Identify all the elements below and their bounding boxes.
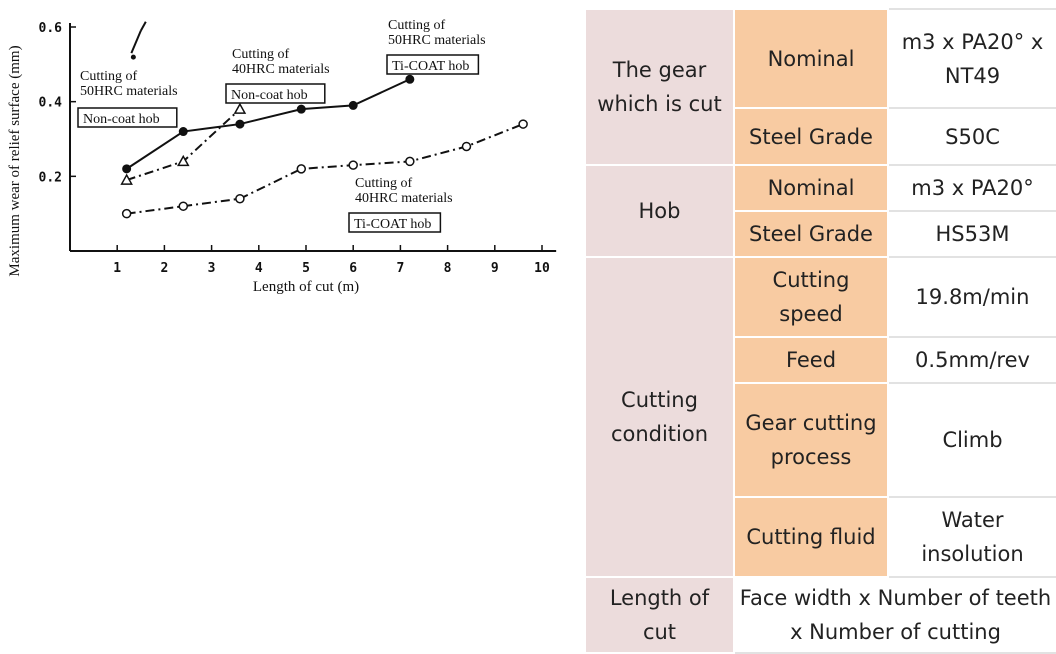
- data-point: [130, 54, 136, 60]
- series-line: [126, 123, 524, 215]
- annotation-box: [348, 212, 442, 233]
- table-row: Cutting condition Cutting speed 19.8m/mi…: [584, 256, 1056, 578]
- series-line: [126, 78, 411, 170]
- annotation-box-label: Ti-COAT hob: [354, 217, 431, 232]
- series-annotation: Cutting of: [80, 69, 138, 84]
- data-point: [296, 164, 307, 174]
- data-point: [178, 127, 188, 137]
- process-label: Gear cutting process: [733, 382, 889, 498]
- feed-value: 0.5mm/rev: [887, 336, 1056, 384]
- cutting-header: Cutting condition: [584, 256, 735, 578]
- data-point: [120, 173, 133, 185]
- data-point: [461, 141, 472, 152]
- data-point: [233, 102, 247, 114]
- length-value: Face width x Number of teeth x Number of…: [733, 576, 1056, 654]
- series-annotation: Cutting of: [355, 176, 413, 191]
- series-annotation: Cutting of: [388, 18, 446, 33]
- gear-header: The gear which is cut: [584, 8, 735, 166]
- table-row: Steel Grade HS53M: [585, 210, 1056, 258]
- x-axis-title: Length of cut (m): [253, 279, 359, 295]
- table-row: Steel Grade S50C: [585, 107, 1056, 166]
- annotation-box: [386, 54, 480, 75]
- series-annotation: 50HRC materials: [388, 33, 486, 48]
- table-row: The gear which is cut Nominal m3 x PA20°…: [584, 7, 1056, 166]
- annotation-box: [225, 83, 326, 104]
- data-point: [122, 164, 132, 174]
- x-tick-label: 3: [208, 261, 216, 276]
- series-line-extension: [139, 21, 147, 32]
- annotation-box: [77, 107, 178, 128]
- fluid-label: Cutting fluid: [733, 496, 889, 578]
- data-point: [177, 154, 190, 167]
- data-point: [405, 74, 415, 84]
- length-header: Length of cut: [584, 576, 735, 654]
- series-annotation: 40HRC materials: [232, 62, 330, 77]
- annotation-box-label: Ti-COAT hob: [392, 59, 469, 74]
- data-point: [348, 100, 358, 110]
- process-value: Climb: [887, 382, 1056, 498]
- annotation-box-label: Non-coat hob: [231, 88, 308, 103]
- y-tick-label: 0.4: [39, 96, 63, 111]
- table-row: Cutting fluid Water insolution: [585, 496, 1056, 578]
- hob-header: Hob: [584, 164, 735, 258]
- series-annotation: 40HRC materials: [355, 191, 453, 206]
- data-point: [235, 119, 245, 129]
- x-tick-label: 9: [491, 261, 499, 276]
- wear-chart: 1 2 3 4 5 6 7 8 9 10 0.2 0.4 0.6 Length of cut (m) Max…: [0, 0, 570, 310]
- y-axis-title: Maximum wear of relief surface (mm): [7, 45, 23, 276]
- cutting-speed-label: Cutting speed: [733, 256, 889, 338]
- gear-steel-label: Steel Grade: [733, 107, 889, 166]
- data-point: [121, 208, 132, 219]
- x-tick-label: 5: [302, 261, 310, 276]
- hob-nominal-value: m3 x PA20°: [887, 164, 1056, 212]
- x-tick-label: 8: [444, 261, 452, 276]
- series-annotation: Cutting of: [232, 47, 290, 62]
- wear-chart-svg: 1 2 3 4 5 6 7 8 9 10 0.2 0.4 0.6 Length of cut (m) Max…: [7, 18, 557, 295]
- x-tick-label: 4: [255, 261, 263, 276]
- gear-nominal-value: m3 x PA20° x NT49: [887, 7, 1056, 110]
- annotation-box-label: Non-coat hob: [83, 112, 160, 127]
- cutting-speed-value: 19.8m/min: [887, 256, 1056, 338]
- y-tick-label: 0.6: [39, 21, 63, 36]
- table-row: Feed 0.5mm/rev: [585, 336, 1056, 384]
- hob-steel-value: HS53M: [887, 210, 1056, 258]
- x-tick-label: 2: [160, 261, 168, 276]
- cutting-spec-table: The gear which is cut Nominal m3 x PA20°…: [584, 7, 1056, 654]
- hob-steel-label: Steel Grade: [733, 210, 889, 258]
- x-tick-label: 10: [534, 261, 550, 276]
- table-row: Length of cut Face width x Number of tee…: [584, 576, 1056, 654]
- hob-nominal-label: Nominal: [733, 164, 889, 212]
- data-point: [348, 160, 358, 170]
- data-point: [518, 119, 528, 129]
- series-line: [130, 30, 142, 54]
- table-row: Hob Nominal m3 x PA20°: [584, 164, 1056, 258]
- x-tick-label: 1: [113, 261, 121, 276]
- data-point: [235, 193, 245, 204]
- x-tick-label: 7: [396, 261, 404, 276]
- table-row: Gear cutting process Climb: [585, 382, 1056, 498]
- data-point: [178, 201, 189, 211]
- gear-nominal-label: Nominal: [733, 7, 889, 110]
- series-annotation: 50HRC materials: [80, 84, 178, 99]
- y-tick-label: 0.2: [39, 170, 62, 185]
- data-point: [296, 104, 306, 114]
- data-point: [405, 156, 415, 167]
- feed-label: Feed: [733, 336, 889, 384]
- x-tick-label: 6: [349, 261, 357, 276]
- gear-steel-value: S50C: [887, 107, 1056, 166]
- fluid-value: Water insolution: [887, 496, 1056, 578]
